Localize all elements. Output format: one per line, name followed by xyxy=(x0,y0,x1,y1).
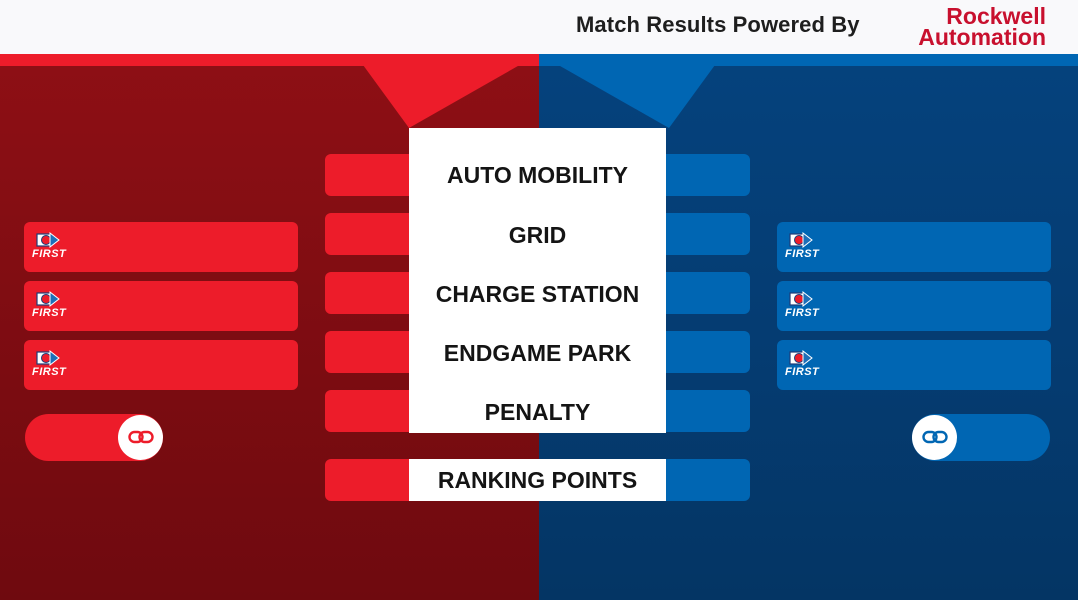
blue-score-auto-mobility xyxy=(660,154,750,196)
first-logo-text: FIRST xyxy=(785,366,820,378)
red-alliance-link-pill[interactable] xyxy=(25,414,163,461)
blue-score-charge-station xyxy=(660,272,750,314)
first-logo-icon: FIRST xyxy=(32,350,68,380)
header-title: Match Results Powered By xyxy=(576,12,860,37)
red-score-grid xyxy=(325,213,415,255)
first-logo-icon: FIRST xyxy=(32,232,68,262)
blue-team-card-3: FIRST xyxy=(777,340,1051,390)
first-logo-icon: FIRST xyxy=(32,291,68,321)
first-logo-icon: FIRST xyxy=(785,350,821,380)
link-icon xyxy=(128,430,154,444)
blue-score-funnel xyxy=(539,54,723,128)
blue-score-penalty xyxy=(660,390,750,432)
red-score-auto-mobility xyxy=(325,154,415,196)
red-team-card-3: FIRST xyxy=(24,340,298,390)
header-bar: Match Results Powered By Rockwell Automa… xyxy=(0,0,1078,54)
first-logo-text: FIRST xyxy=(32,307,67,319)
category-endgame-park: ENDGAME PARK xyxy=(443,340,632,366)
blue-team-card-1: FIRST xyxy=(777,222,1051,272)
blue-score-endgame-park xyxy=(660,331,750,373)
blue-team-card-2: FIRST xyxy=(777,281,1051,331)
red-alliance-link-button[interactable] xyxy=(118,415,163,460)
red-score-funnel xyxy=(355,54,539,128)
red-score-charge-station xyxy=(325,272,415,314)
category-grid: GRID xyxy=(508,222,567,248)
first-logo-text: FIRST xyxy=(32,366,67,378)
first-logo-text: FIRST xyxy=(785,248,820,260)
red-team-card-2: FIRST xyxy=(24,281,298,331)
category-ranking-points: RANKING POINTS xyxy=(409,459,666,501)
red-ranking-points xyxy=(325,459,415,501)
score-categories-panel: AUTO MOBILITY GRID CHARGE STATION ENDGAM… xyxy=(409,128,666,433)
first-logo-text: FIRST xyxy=(32,248,67,260)
first-logo-text: FIRST xyxy=(785,307,820,319)
sponsor-logo-line2: Automation xyxy=(918,24,1046,50)
first-logo-icon: FIRST xyxy=(785,291,821,321)
blue-alliance-link-pill[interactable] xyxy=(912,414,1050,461)
category-auto-mobility: AUTO MOBILITY xyxy=(446,162,628,188)
red-score-penalty xyxy=(325,390,415,432)
blue-score-grid xyxy=(660,213,750,255)
blue-alliance-link-button[interactable] xyxy=(912,415,957,460)
red-team-card-1: FIRST xyxy=(24,222,298,272)
category-penalty: PENALTY xyxy=(484,399,591,425)
first-logo-icon: FIRST xyxy=(785,232,821,262)
red-score-endgame-park xyxy=(325,331,415,373)
link-icon xyxy=(922,430,948,444)
sponsor-logo-line1: Rockwell xyxy=(946,3,1046,29)
blue-ranking-points xyxy=(660,459,750,501)
sponsor-logo: Rockwell Automation xyxy=(886,3,1046,50)
category-charge-station: CHARGE STATION xyxy=(435,281,640,307)
